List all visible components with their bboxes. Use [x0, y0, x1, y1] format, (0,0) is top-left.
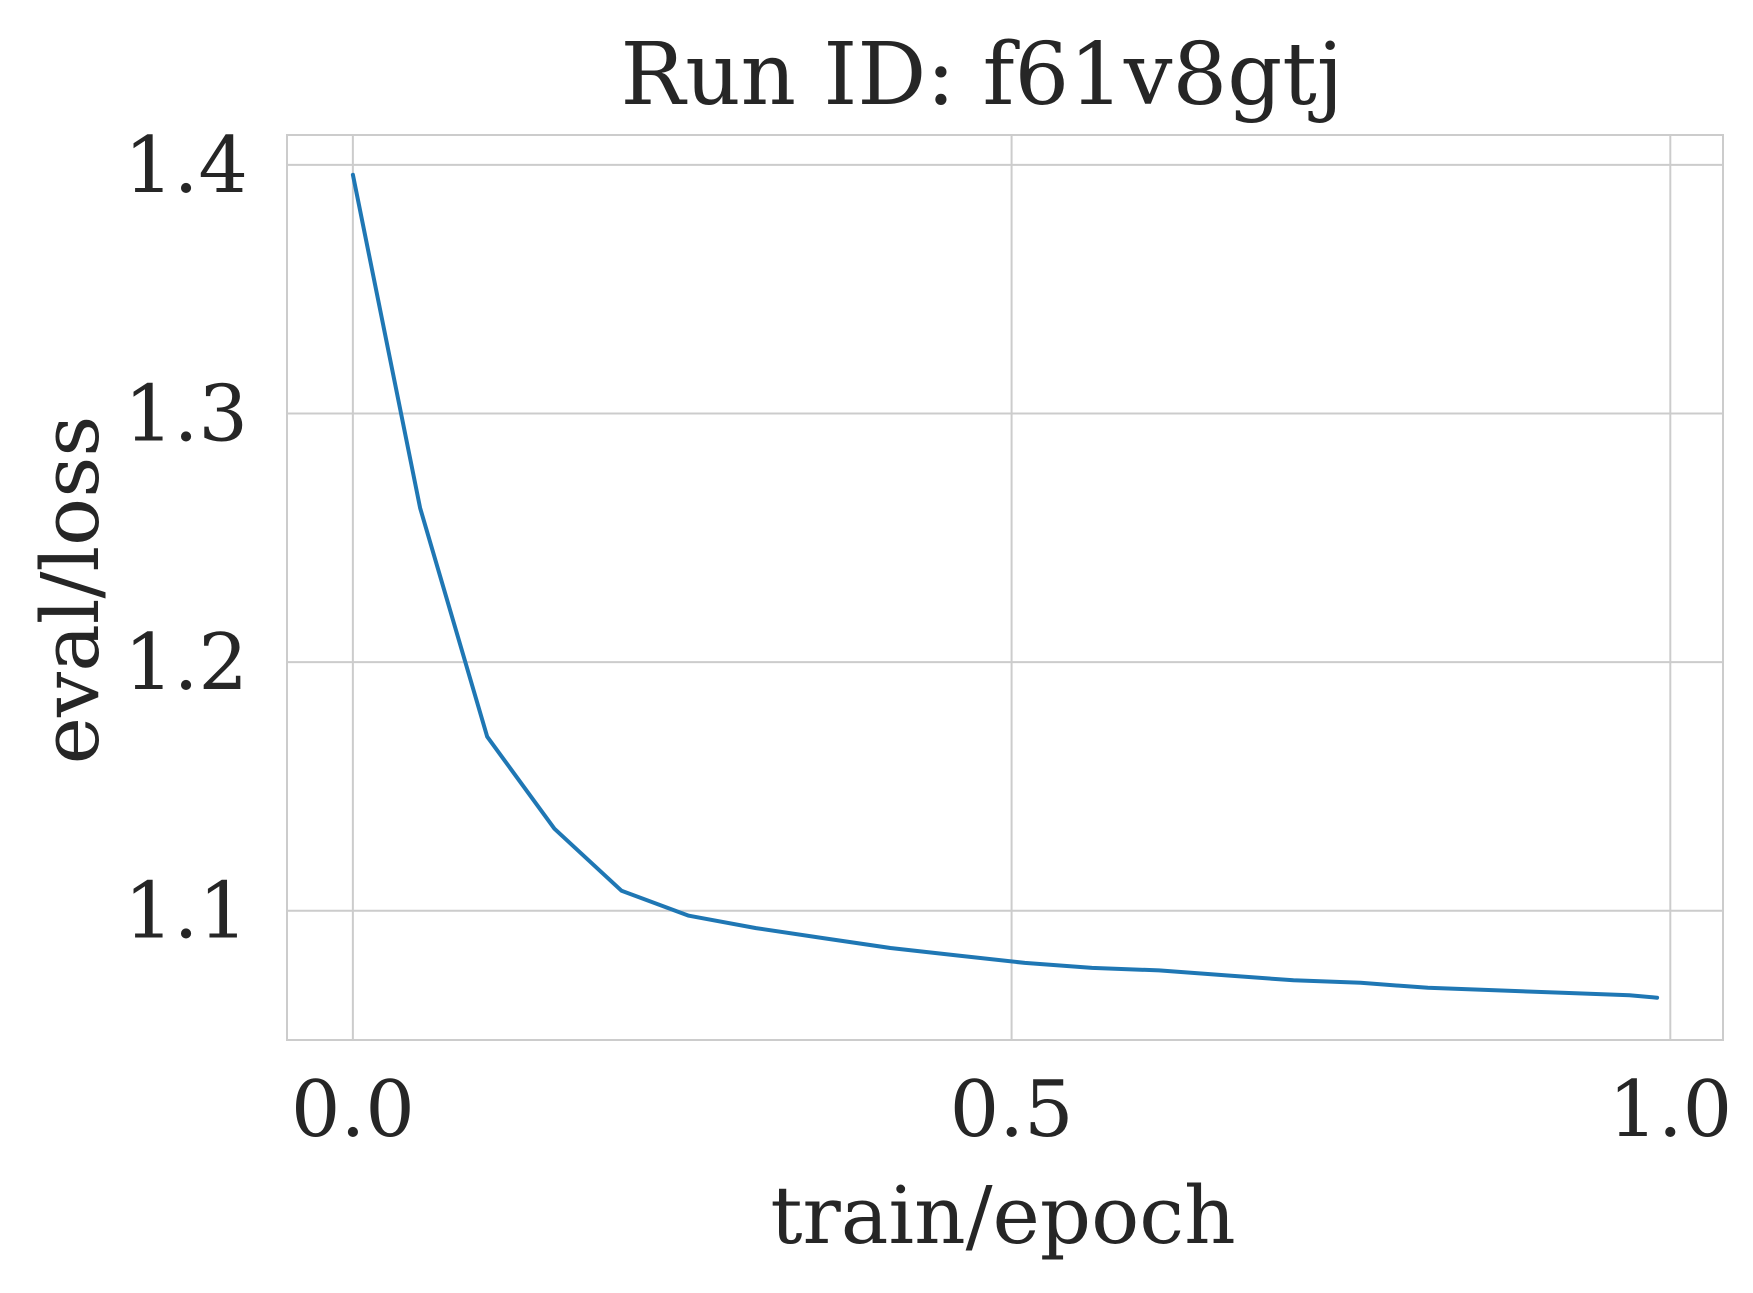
plot-area-frame — [286, 134, 1724, 1041]
x-tick-label: 0.0 — [291, 1065, 415, 1155]
x-tick-label: 1.0 — [1608, 1065, 1732, 1155]
y-tick-label: 1.2 — [124, 618, 248, 708]
y-tick-label: 1.4 — [124, 121, 248, 211]
x-axis-label: train/epoch — [770, 1169, 1235, 1262]
x-tick-label: 0.5 — [950, 1065, 1074, 1155]
series-layer — [350, 172, 1660, 1000]
y-tick-label: 1.1 — [124, 867, 248, 957]
tick-labels: 0.0 0.5 1.0 1.1 1.2 1.3 1.4 — [124, 121, 1732, 1155]
y-axis-label: eval/loss — [24, 416, 117, 765]
series-line — [350, 172, 1660, 1000]
chart-title: Run ID: f61v8gtj — [621, 25, 1344, 125]
grid-lines — [287, 135, 1723, 1040]
y-tick-label: 1.3 — [124, 369, 248, 459]
